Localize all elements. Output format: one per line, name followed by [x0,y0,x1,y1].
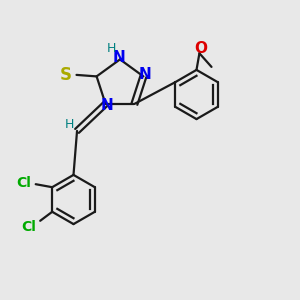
Text: Cl: Cl [22,220,37,234]
Text: O: O [194,41,207,56]
Text: N: N [139,68,151,82]
Text: Cl: Cl [16,176,31,190]
Text: H: H [107,41,116,55]
Text: N: N [112,50,125,65]
Text: S: S [60,66,72,84]
Text: N: N [101,98,113,113]
Text: H: H [65,118,74,131]
